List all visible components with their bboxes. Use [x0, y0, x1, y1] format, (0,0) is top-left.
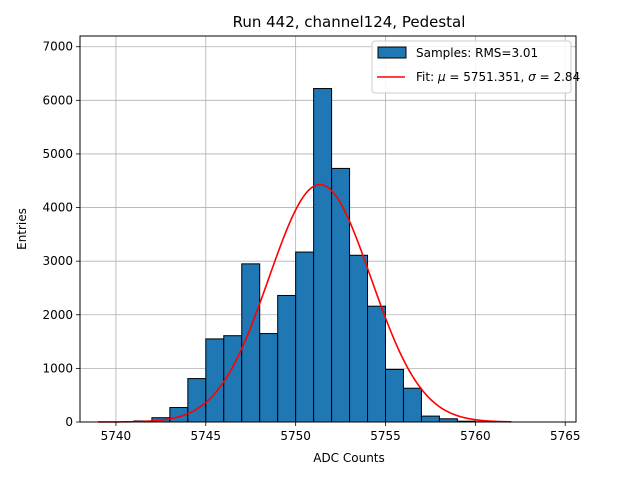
x-tick-label: 5755: [370, 429, 401, 443]
histogram-bar: [349, 254, 369, 423]
histogram-bar: [187, 378, 207, 423]
legend-fit-sigma-symbol: σ: [528, 70, 536, 84]
y-axis-label: Entries: [15, 208, 29, 250]
histogram-bar: [420, 415, 440, 423]
histogram-bar: [295, 251, 315, 423]
histogram-bar: [402, 387, 422, 423]
x-tick-label: 5750: [280, 429, 311, 443]
plot-frame: [79, 35, 577, 423]
legend-box: [371, 40, 572, 94]
y-tick-label: 6000: [42, 93, 73, 107]
y-tick-label: 5000: [42, 147, 73, 161]
histogram-bar: [367, 305, 387, 423]
y-tick-label: 4000: [42, 201, 73, 215]
legend-fit-sigma-value: = 2.84: [536, 70, 580, 84]
legend-samples-label: Samples: RMS=3.01: [416, 46, 538, 60]
x-tick-label: 5760: [460, 429, 491, 443]
y-tick-label: 3000: [42, 254, 73, 268]
y-tick-label: 2000: [42, 308, 73, 322]
y-tick-label: 1000: [42, 361, 73, 375]
histogram-bar: [331, 167, 351, 423]
legend-fit-prefix: Fit:: [416, 70, 438, 84]
x-tick-label: 5740: [101, 429, 132, 443]
chart-title: Run 442, channel124, Pedestal: [233, 13, 466, 31]
x-tick-label: 5765: [550, 429, 581, 443]
histogram-bar: [313, 88, 333, 423]
x-tick-label: 5745: [191, 429, 222, 443]
legend: Samples: RMS=3.01 Fit: μ = 5751.351, σ =…: [371, 40, 580, 94]
histogram-bar: [205, 338, 225, 423]
x-axis-label: ADC Counts: [313, 451, 385, 465]
histogram-bar: [259, 333, 279, 423]
histogram-bars: [133, 88, 494, 423]
histogram-bar: [385, 368, 404, 423]
y-tick-label: 7000: [42, 40, 73, 54]
gaussian-fit-curve: [97, 183, 512, 423]
legend-fit-mu-value: = 5751.351,: [446, 70, 529, 84]
histogram-bar: [277, 294, 297, 423]
y-axis-ticks: 0 1000 2000 3000 4000 5000 6000 7000: [42, 40, 80, 429]
y-tick-label: 0: [65, 415, 73, 429]
legend-fit-mu-symbol: μ: [437, 70, 446, 84]
legend-samples-swatch: [377, 46, 407, 59]
x-axis-ticks: 5740 5745 5750 5755 5760 5765: [101, 422, 581, 443]
legend-fit-label: Fit: μ = 5751.351, σ = 2.84: [416, 70, 580, 84]
fit-curve-layer: [97, 183, 512, 423]
